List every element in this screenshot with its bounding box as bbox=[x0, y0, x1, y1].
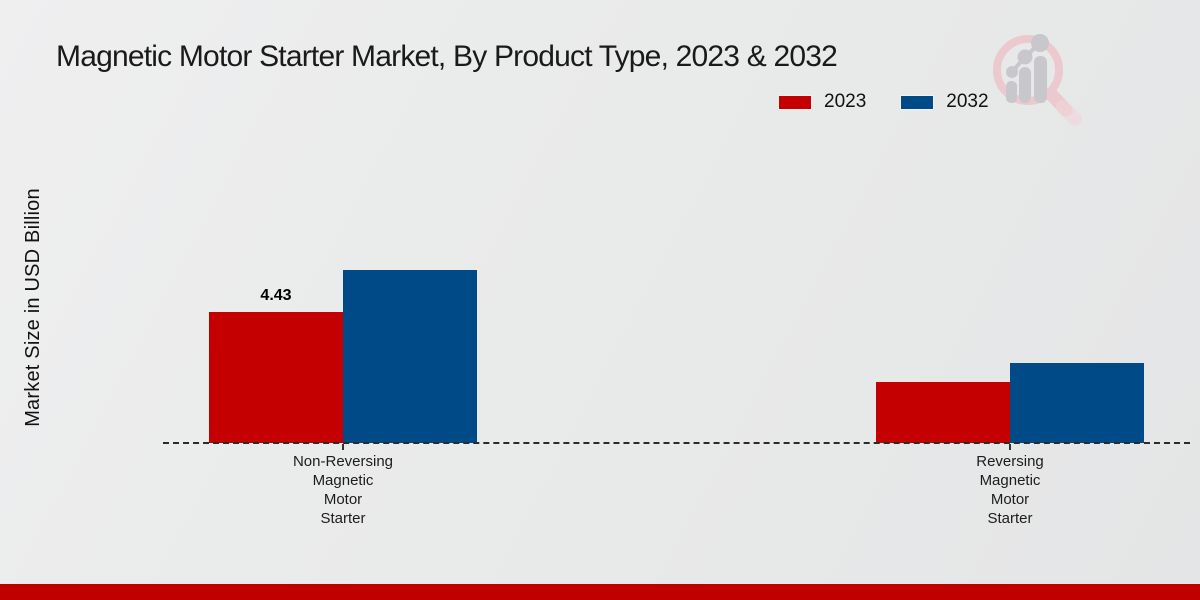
legend-item-2023: 2023 bbox=[778, 91, 866, 113]
bar-2023-reversing-magnetic-motor-starter bbox=[876, 382, 1010, 443]
x-axis-tick bbox=[1009, 444, 1011, 450]
bar-2032-non-reversing-magnetic-motor-starter bbox=[343, 270, 477, 443]
magnifier-bar-chart-logo-icon bbox=[993, 34, 1082, 126]
legend-label-2023: 2023 bbox=[824, 91, 867, 112]
legend-swatch-2023 bbox=[778, 94, 812, 110]
x-axis-category-label: Non-Reversing Magnetic Motor Starter bbox=[292, 453, 394, 527]
x-axis-category-label: Reversing Magnetic Motor Starter bbox=[976, 453, 1044, 527]
bar-value-label: 4.43 bbox=[260, 287, 292, 304]
legend-swatch-2032 bbox=[900, 94, 935, 110]
legend: 2023 2032 bbox=[778, 90, 989, 114]
chart-title: Magnetic Motor Starter Market, By Produc… bbox=[56, 40, 838, 73]
x-axis-tick bbox=[342, 444, 344, 450]
zero-baseline bbox=[163, 442, 1190, 444]
bar-2032-reversing-magnetic-motor-starter bbox=[1010, 363, 1144, 443]
footer-stripe bbox=[0, 584, 1200, 600]
legend-item-2032: 2032 bbox=[900, 91, 989, 113]
bar-2023-non-reversing-magnetic-motor-starter bbox=[209, 312, 343, 443]
legend-label-2032: 2032 bbox=[946, 91, 989, 112]
